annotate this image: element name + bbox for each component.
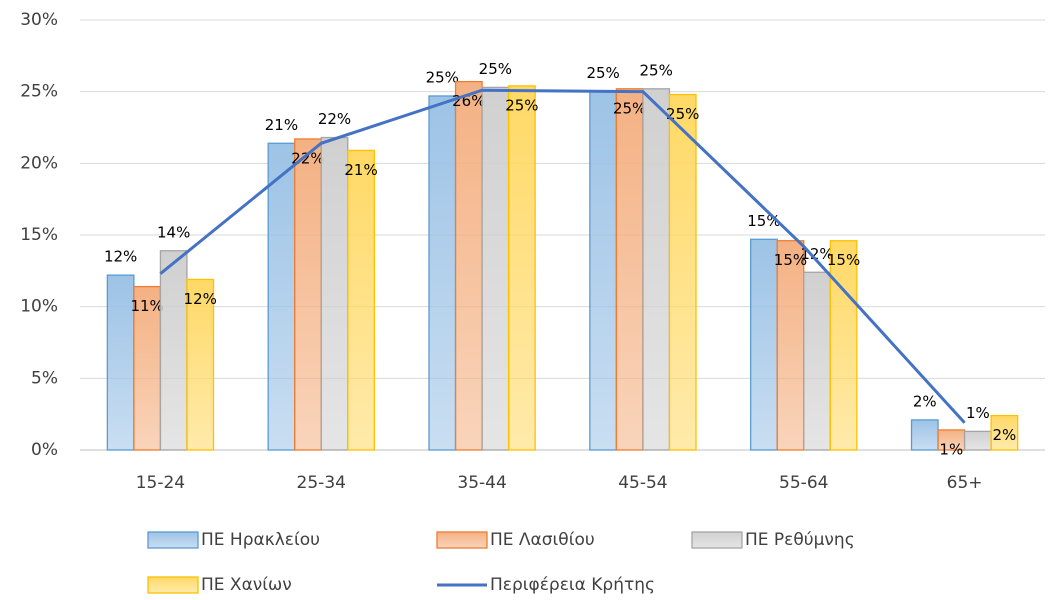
data-label: 25% [586,64,619,82]
bar [750,238,778,451]
bar [668,93,697,451]
x-tick-label: 65+ [947,473,983,493]
bar [454,80,483,451]
data-label: 14% [157,223,190,241]
data-label: 25% [613,99,646,117]
data-label: 15% [774,251,807,269]
bar [507,85,536,451]
bar [294,138,322,451]
x-tick-label: 35-44 [457,473,506,493]
legend-label: ΠΕ Χανίων [201,575,292,595]
legend-swatch [691,531,743,549]
data-label: 1% [966,404,990,422]
data-label: 22% [318,110,351,128]
bar [910,419,939,451]
y-tick-label: 0% [31,440,58,460]
y-tick-label: 5% [31,368,58,388]
y-tick-label: 30% [20,10,58,30]
bar [481,86,510,451]
data-label: 22% [291,149,324,167]
y-tick-label: 25% [20,82,58,102]
bar [963,430,992,451]
bar [267,142,296,451]
bar [829,240,858,451]
data-label: 15% [827,251,860,269]
bar [428,95,457,451]
bar [106,274,135,451]
legend-swatch [147,531,199,549]
data-label: 2% [992,426,1016,444]
data-label: 2% [913,392,937,410]
x-tick-label: 45-54 [618,473,667,493]
legend-label: ΠΕ Λασιθίου [490,530,595,550]
data-label: 12% [104,248,137,266]
x-tick-label: 25-34 [297,473,346,493]
bar [589,91,618,451]
legend-swatch [147,576,199,594]
y-tick-label: 15% [20,225,58,245]
data-label: 1% [939,440,963,458]
bar [320,136,349,451]
bar [642,88,671,451]
legend-label: ΠΕ Ηρακλείου [201,530,320,550]
data-label: 12% [184,290,217,308]
bar [159,250,188,451]
data-label: 21% [265,116,298,134]
legend-swatch [436,531,488,549]
data-label: 25% [666,105,699,123]
data-label: 25% [426,68,459,86]
x-tick-label: 55-64 [779,473,828,493]
bar [615,88,644,451]
legend-label: ΠΕ Ρεθύμνης [745,530,855,550]
data-label: 11% [130,297,163,315]
data-label: 21% [344,161,377,179]
bar [803,271,831,451]
data-label: 25% [479,60,512,78]
bar [776,240,805,451]
data-label: 12% [800,245,833,263]
y-tick-label: 20% [20,153,58,173]
bar [990,414,1019,451]
legend-label: Περιφέρεια Κρήτης [490,575,655,595]
y-tick-label: 10% [20,297,58,317]
line [159,88,966,424]
x-tick-label: 15-24 [136,473,185,493]
data-label: 25% [640,61,673,79]
bar [347,149,375,451]
data-label: 25% [505,96,538,114]
bar [186,278,215,451]
